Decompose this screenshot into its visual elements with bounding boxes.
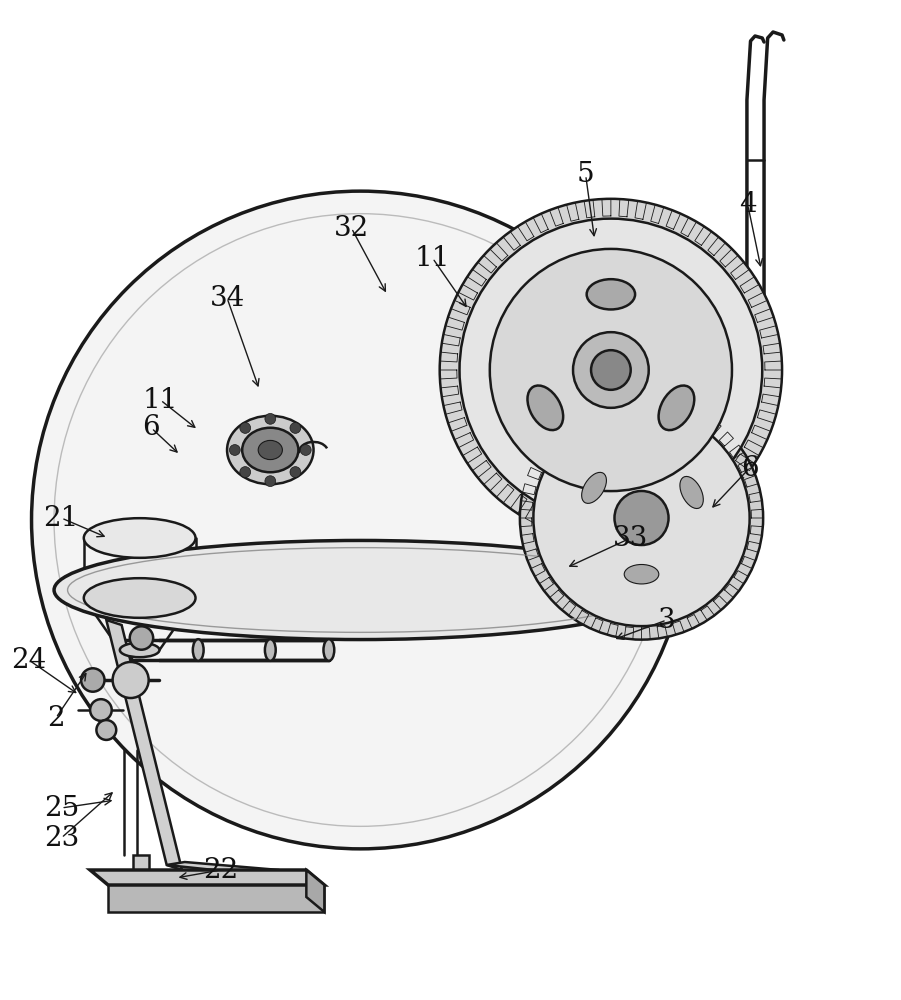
Text: 25: 25 (43, 794, 79, 822)
Circle shape (230, 445, 241, 455)
Polygon shape (90, 870, 324, 885)
Circle shape (573, 332, 649, 408)
Circle shape (130, 626, 153, 650)
Circle shape (290, 467, 301, 477)
Ellipse shape (227, 416, 314, 484)
Text: 24: 24 (11, 647, 47, 674)
Circle shape (460, 219, 762, 521)
Ellipse shape (84, 518, 196, 558)
Text: 21: 21 (43, 504, 79, 532)
Ellipse shape (659, 386, 695, 430)
Text: 3: 3 (658, 606, 676, 634)
Text: 11: 11 (142, 386, 178, 414)
Circle shape (113, 662, 149, 698)
Circle shape (300, 445, 311, 455)
Text: 2: 2 (47, 704, 65, 732)
Circle shape (591, 350, 631, 390)
Text: 6: 6 (142, 414, 160, 441)
Ellipse shape (54, 540, 667, 640)
Text: 22: 22 (203, 856, 239, 884)
Circle shape (265, 413, 276, 424)
Ellipse shape (265, 639, 276, 661)
Ellipse shape (527, 386, 563, 430)
Ellipse shape (587, 279, 635, 309)
Ellipse shape (193, 639, 204, 661)
Circle shape (533, 410, 750, 626)
Circle shape (490, 249, 732, 491)
Circle shape (81, 668, 105, 692)
Ellipse shape (242, 428, 298, 472)
Text: 23: 23 (43, 824, 79, 851)
Text: 6: 6 (741, 454, 759, 482)
Polygon shape (306, 870, 324, 912)
Text: 4: 4 (739, 192, 757, 219)
Circle shape (290, 423, 301, 433)
Circle shape (520, 396, 763, 640)
Polygon shape (108, 885, 324, 912)
Ellipse shape (624, 564, 659, 584)
Circle shape (240, 467, 250, 477)
Circle shape (90, 699, 112, 721)
Ellipse shape (582, 472, 606, 503)
Ellipse shape (323, 639, 334, 661)
Text: 33: 33 (613, 524, 649, 552)
Circle shape (265, 476, 276, 487)
Text: 32: 32 (333, 215, 369, 241)
Circle shape (614, 491, 669, 545)
Polygon shape (106, 620, 182, 870)
Circle shape (240, 423, 250, 433)
Circle shape (32, 191, 689, 849)
Circle shape (96, 720, 116, 740)
Ellipse shape (680, 476, 704, 509)
Polygon shape (133, 855, 149, 870)
Ellipse shape (259, 440, 282, 460)
Circle shape (440, 199, 782, 541)
Text: 11: 11 (414, 244, 450, 271)
Text: 5: 5 (577, 161, 595, 188)
Text: 34: 34 (209, 284, 245, 312)
Polygon shape (167, 862, 279, 875)
Ellipse shape (84, 578, 196, 618)
Ellipse shape (120, 643, 159, 657)
